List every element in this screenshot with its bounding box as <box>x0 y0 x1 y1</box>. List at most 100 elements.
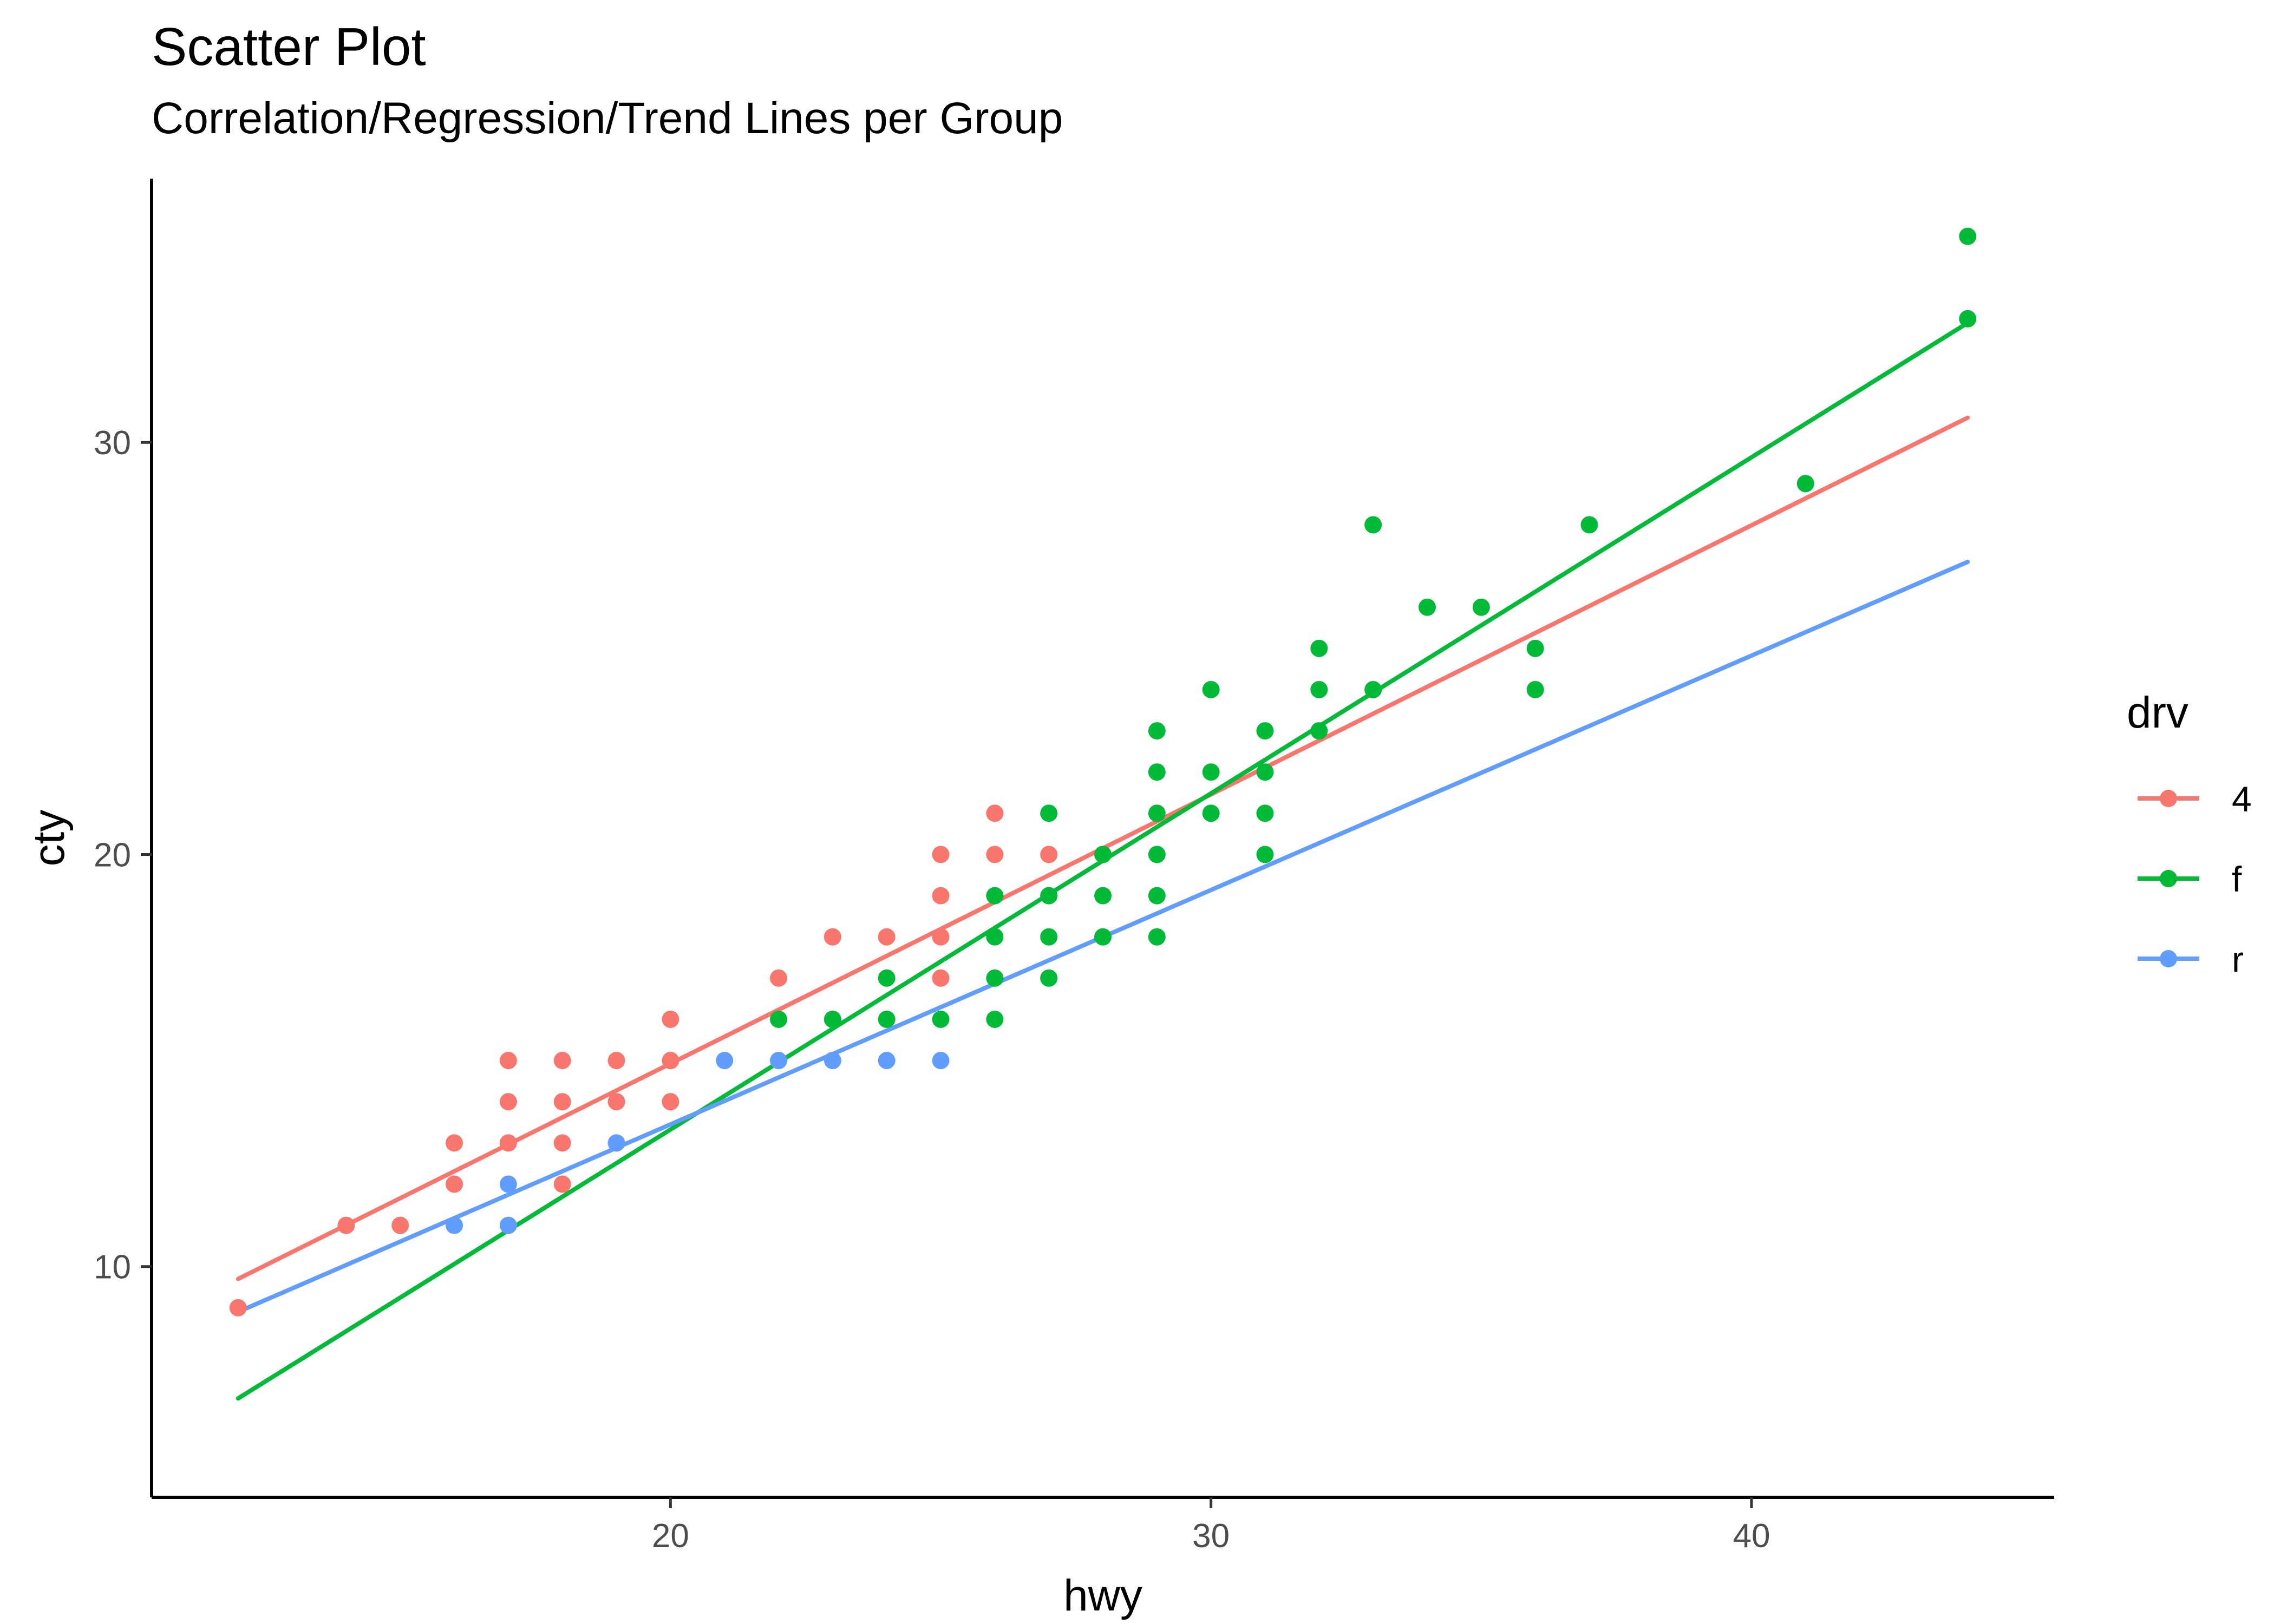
data-point-r <box>878 1052 896 1070</box>
x-tick-label: 20 <box>652 1517 689 1555</box>
data-point-f <box>1202 763 1220 781</box>
data-point-f <box>1364 680 1382 698</box>
data-point-f <box>1256 722 1274 740</box>
data-point-f <box>824 1010 841 1028</box>
data-point-f <box>1202 804 1220 822</box>
data-point-f <box>1040 887 1058 905</box>
data-point-4 <box>662 1093 679 1111</box>
data-point-f <box>1094 846 1112 863</box>
legend: 4 fr <box>2138 779 2252 979</box>
legend-title: drv <box>2127 688 2188 737</box>
data-point-f <box>878 969 896 987</box>
data-point-4 <box>499 1093 517 1111</box>
data-point-4 <box>932 928 950 946</box>
data-point-f <box>1256 846 1274 863</box>
data-point-f <box>1040 804 1058 822</box>
data-point-f <box>1959 310 1977 328</box>
data-point-f <box>1418 598 1436 616</box>
data-point-f <box>1796 475 1814 493</box>
data-point-f <box>1526 639 1544 657</box>
data-point-4 <box>1040 846 1058 863</box>
data-point-4 <box>878 928 896 946</box>
data-point-4 <box>986 804 1004 822</box>
data-point-4 <box>446 1175 463 1193</box>
data-point-f <box>1256 804 1274 822</box>
legend-label-f: f <box>2232 859 2242 899</box>
data-point-4 <box>932 846 950 863</box>
y-tick-label: 30 <box>94 424 131 462</box>
data-point-4 <box>770 969 788 987</box>
legend-label-r: r <box>2232 939 2244 979</box>
data-point-f <box>1040 928 1058 946</box>
data-point-r <box>499 1175 517 1193</box>
data-point-4 <box>932 887 950 905</box>
data-point-4 <box>499 1134 517 1152</box>
data-point-f <box>1094 887 1112 905</box>
legend-key-point-r <box>2160 950 2177 967</box>
legend-label-4: 4 <box>2232 779 2252 819</box>
legend-key-point-f <box>2160 870 2177 887</box>
data-point-4 <box>986 846 1004 863</box>
data-point-r <box>716 1052 734 1070</box>
data-point-f <box>1148 722 1166 740</box>
data-point-4 <box>553 1134 571 1152</box>
data-point-4 <box>337 1216 355 1234</box>
data-point-f <box>1148 928 1166 946</box>
data-points <box>229 227 1977 1317</box>
y-tick-label: 20 <box>94 836 131 874</box>
chart-subtitle: Correlation/Regression/Trend Lines per G… <box>152 94 1063 143</box>
legend-key-point-4 <box>2160 790 2177 807</box>
data-point-4 <box>229 1299 247 1317</box>
data-point-f <box>1148 846 1166 863</box>
x-tick-label: 40 <box>1733 1517 1770 1555</box>
data-point-4 <box>553 1052 571 1070</box>
data-point-f <box>986 1010 1004 1028</box>
data-point-f <box>1148 804 1166 822</box>
data-point-r <box>824 1052 841 1070</box>
data-point-f <box>1094 928 1112 946</box>
data-point-4 <box>553 1175 571 1193</box>
data-point-f <box>1040 969 1058 987</box>
data-point-f <box>986 969 1004 987</box>
data-point-f <box>1148 887 1166 905</box>
y-axis-ticks: 10 20 30 <box>94 424 152 1286</box>
data-point-f <box>1580 516 1598 534</box>
data-point-f <box>1148 763 1166 781</box>
data-point-f <box>770 1010 788 1028</box>
data-point-4 <box>662 1010 679 1028</box>
data-point-f <box>1310 722 1328 740</box>
data-point-f <box>932 1010 950 1028</box>
data-point-4 <box>553 1093 571 1111</box>
data-point-f <box>1310 639 1328 657</box>
data-point-4 <box>499 1052 517 1070</box>
data-point-4 <box>607 1093 625 1111</box>
data-point-4 <box>607 1052 625 1070</box>
data-point-f <box>1310 680 1328 698</box>
data-point-f <box>1364 516 1382 534</box>
data-point-4 <box>662 1052 679 1070</box>
data-point-f <box>878 1010 896 1028</box>
data-point-r <box>446 1216 463 1234</box>
data-point-4 <box>932 969 950 987</box>
y-axis-title: cty <box>24 810 74 867</box>
data-point-4 <box>391 1216 409 1234</box>
data-point-f <box>1202 680 1220 698</box>
data-point-f <box>1959 227 1977 245</box>
data-point-f <box>1526 680 1544 698</box>
data-point-4 <box>824 928 841 946</box>
data-point-r <box>499 1216 517 1234</box>
data-point-f <box>986 887 1004 905</box>
data-point-4 <box>446 1134 463 1152</box>
x-axis-title: hwy <box>1063 1571 1142 1620</box>
data-point-r <box>607 1134 625 1152</box>
data-point-f <box>986 928 1004 946</box>
data-point-r <box>932 1052 950 1070</box>
data-point-f <box>1472 598 1490 616</box>
y-tick-label: 10 <box>94 1249 131 1286</box>
chart-title: Scatter Plot <box>152 17 426 76</box>
data-point-f <box>1256 763 1274 781</box>
data-point-r <box>770 1052 788 1070</box>
x-tick-label: 30 <box>1192 1517 1230 1555</box>
x-axis-ticks: 20 30 40 <box>652 1497 1770 1555</box>
